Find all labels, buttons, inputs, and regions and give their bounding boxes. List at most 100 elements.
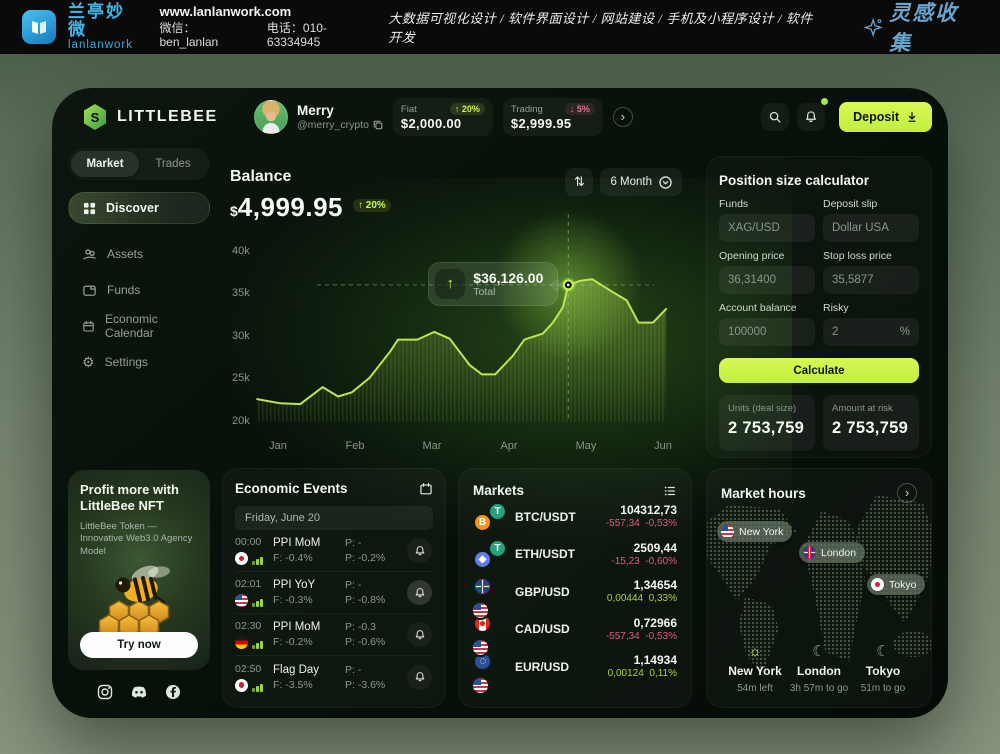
- market-row-cad[interactable]: CAD/USD 0,72966 -557,34 -0,53%: [471, 611, 677, 658]
- stop-loss-input[interactable]: 35,5877: [823, 266, 919, 294]
- littlebee-logo[interactable]: S LITTLEBEE: [82, 103, 232, 131]
- account-balance-input[interactable]: 100000: [719, 318, 815, 346]
- gear-icon: ⚙: [82, 354, 95, 370]
- balance-area-chart[interactable]: [222, 156, 696, 458]
- funds-icon: [83, 285, 96, 296]
- usdt-icon: T: [488, 501, 507, 521]
- try-now-button[interactable]: Try now: [80, 632, 198, 658]
- tab-market[interactable]: Market: [71, 151, 139, 177]
- nft-subtitle: LittleBee Token — Innovative Web3.0 Agen…: [80, 520, 193, 558]
- copy-icon[interactable]: [373, 120, 383, 130]
- market-row-eur[interactable]: EUR/USD 1,14934 0,00124 0,11%: [471, 648, 677, 695]
- sidebar: Market Trades Discover Assets: [68, 148, 210, 380]
- period-select[interactable]: 6 Month: [600, 168, 682, 196]
- opening-price-input[interactable]: 36,31400: [719, 266, 815, 294]
- markets-title: Markets: [473, 483, 525, 498]
- market-row-gbp[interactable]: GBP/USD 1,34654 0,00444 0,33%: [471, 573, 677, 620]
- next-wallets-chevron[interactable]: ›: [612, 107, 633, 127]
- position-calculator-panel: Position size calculator Funds XAG/USD D…: [706, 156, 932, 458]
- moon-icon: ☾: [812, 642, 826, 660]
- search-button[interactable]: [761, 103, 790, 131]
- impact-bars-icon: [252, 683, 263, 692]
- notifications-button[interactable]: [797, 98, 829, 131]
- map-pin-tokyo[interactable]: Tokyo: [867, 574, 926, 595]
- usa-flag-icon: [471, 675, 490, 695]
- deposit-slip-input[interactable]: Dollar USA: [823, 214, 919, 242]
- sidebar-item-settings[interactable]: ⚙ Settings: [82, 354, 148, 370]
- event-row[interactable]: 02:30 PPI MoM F: -0.2% P: -0.3 P: -0.6%: [235, 614, 433, 656]
- ytick-30k: 30k: [232, 330, 250, 342]
- market-row-eth[interactable]: ◆ T ETH/USDT 2509,44 -15,23 -0,60%: [473, 536, 677, 574]
- usa-flag-icon: [235, 594, 248, 607]
- user-handle: @merry_crypto: [297, 118, 369, 131]
- app-header: S LITTLEBEE Merry @merry_crypto Fiat ↑: [52, 88, 948, 146]
- chevron-down-icon: [659, 175, 672, 189]
- trading-wallet-card[interactable]: Trading ↓ 5% $2,999.95: [502, 98, 603, 136]
- services-list: 大数据可视化设计 / 软件界面设计 / 网站建设 / 手机及小程序设计 / 软件…: [388, 11, 813, 45]
- event-row[interactable]: 02:50 Flag Day F: -3.5% P: - P: -3.6%: [235, 656, 433, 698]
- zone-new-york[interactable]: ☼ New York 54m left: [723, 642, 787, 695]
- facebook-icon[interactable]: [165, 684, 181, 700]
- event-row[interactable]: 00:00 PPI MoM F: -0.4% P: - P: -0.2%: [235, 530, 433, 572]
- zone-london[interactable]: ☾ London 3h 57m to go: [787, 642, 851, 695]
- sun-icon: ☼: [748, 642, 762, 660]
- list-icon[interactable]: [663, 484, 677, 498]
- assets-icon: [83, 248, 96, 259]
- event-alert-button[interactable]: [407, 664, 432, 690]
- risky-input[interactable]: 2%: [823, 318, 919, 346]
- chart-filter-button[interactable]: ⇅: [565, 168, 594, 196]
- event-alert-button[interactable]: [407, 538, 432, 563]
- calculate-button[interactable]: Calculate: [719, 358, 919, 383]
- bell-icon: [806, 111, 817, 123]
- fiat-value: $2,000.00: [400, 116, 462, 131]
- xtick-apr: Apr: [500, 440, 518, 452]
- map-pin-london[interactable]: London: [799, 542, 866, 563]
- events-title: Economic Events: [235, 481, 348, 496]
- trading-value: $2,999.95: [510, 116, 572, 131]
- phone-contact: 电话：010-63334945: [266, 21, 327, 49]
- instagram-icon[interactable]: [97, 684, 113, 700]
- sidebar-item-discover[interactable]: Discover: [68, 192, 210, 224]
- zone-tokyo[interactable]: ☾ Tokyo 51m to go: [851, 642, 915, 695]
- hexagon-logo-icon: S: [84, 104, 106, 130]
- xtick-mar: Mar: [422, 440, 442, 452]
- event-alert-button[interactable]: [407, 622, 432, 647]
- sidebar-item-economic-calendar[interactable]: Economic Calendar: [68, 308, 210, 344]
- japan-flag-icon: [871, 578, 884, 591]
- japan-flag-icon: [235, 552, 248, 565]
- market-hours-more-chevron[interactable]: ›: [897, 483, 917, 503]
- xtick-jan: Jan: [269, 440, 287, 452]
- star-icon: [863, 17, 883, 37]
- xtick-feb: Feb: [345, 440, 365, 452]
- funds-input[interactable]: XAG/USD: [719, 214, 815, 242]
- tooltip-value: $36,126.00: [473, 269, 544, 286]
- sidebar-item-assets[interactable]: Assets: [68, 236, 210, 272]
- calendar-icon[interactable]: [419, 482, 433, 496]
- calendar-icon: [83, 320, 94, 332]
- website-link[interactable]: www.lanlanwork.com: [159, 4, 292, 20]
- deposit-button[interactable]: Deposit: [839, 102, 932, 132]
- impact-bars-icon: [252, 641, 263, 649]
- sidebar-item-funds[interactable]: Funds: [68, 272, 210, 308]
- bell-icon: [415, 629, 424, 639]
- impact-bars-icon: [252, 599, 263, 607]
- bee-honeycomb-image: [98, 565, 170, 638]
- tab-trades[interactable]: Trades: [155, 158, 191, 170]
- discord-icon[interactable]: [130, 684, 148, 700]
- promo-topbar: 兰亭妙微 lanlanwork www.lanlanwork.com 微信：be…: [0, 0, 1000, 57]
- japan-flag-icon: [235, 678, 248, 692]
- balance-change-badge: ↑ 20%: [353, 199, 391, 212]
- user-profile[interactable]: Merry @merry_crypto: [254, 100, 383, 134]
- ytick-40k: 40k: [232, 245, 250, 257]
- inspiration-collect[interactable]: 灵感收集: [863, 0, 978, 57]
- events-date-selector[interactable]: Friday, June 20: [235, 506, 433, 530]
- event-alert-button[interactable]: [407, 580, 432, 605]
- fiat-wallet-card[interactable]: Fiat ↑ 20% $2,000.00: [392, 98, 493, 136]
- user-name: Merry: [297, 103, 334, 119]
- bell-icon: [415, 545, 424, 555]
- event-row[interactable]: 02:01 PPI YoY F: -0.3% P: - P: -0.8%: [235, 572, 433, 614]
- map-pin-new-york[interactable]: New York: [717, 521, 793, 542]
- brand-name-cn: 兰亭妙微: [68, 2, 125, 39]
